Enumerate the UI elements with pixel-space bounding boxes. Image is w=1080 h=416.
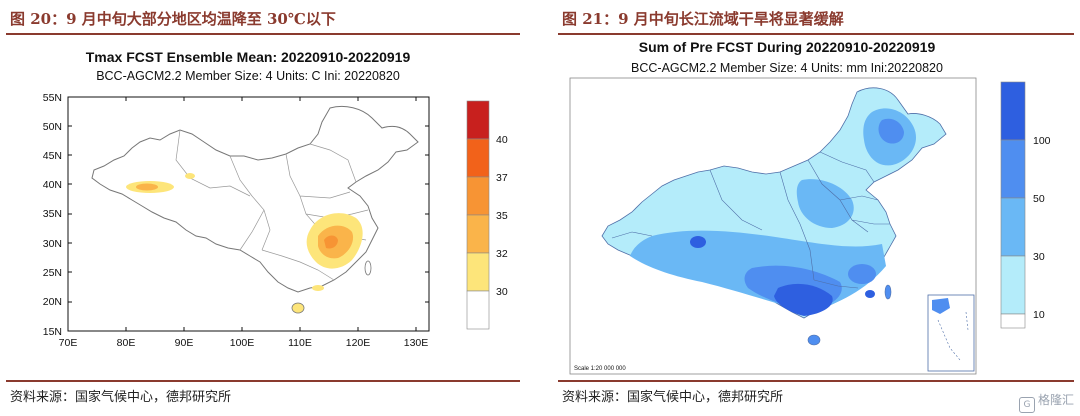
legend-label-32: 32 <box>496 248 508 260</box>
temperature-fill-west <box>126 173 195 193</box>
legend-label-30: 30 <box>496 286 508 298</box>
legend-label-50: 50 <box>1033 193 1045 205</box>
china-outline <box>91 105 419 293</box>
precipitation-fill-100mm <box>690 236 875 316</box>
svg-text:35N: 35N <box>43 208 62 220</box>
hainan-island <box>291 302 305 314</box>
svg-text:110E: 110E <box>288 337 312 349</box>
precipitation-map-subtitle: BCC-AGCM2.2 Member Size: 4 Units: mm Ini… <box>631 61 943 75</box>
temperature-map: Tmax FCST Ensemble Mean: 20220910-202209… <box>43 49 508 349</box>
legend-label-100: 100 <box>1033 135 1051 147</box>
taiwan-island <box>364 260 372 276</box>
svg-text:80E: 80E <box>117 337 136 349</box>
legend-label-37: 37 <box>496 172 508 184</box>
left-source: 资料来源：国家气候中心，德邦研究所 <box>10 390 232 405</box>
temperature-map-frame <box>67 96 430 332</box>
temperature-legend: 40 37 35 32 30 <box>466 100 508 330</box>
scale-text: Scale 1:20 000 000 <box>574 366 626 372</box>
left-title-rule <box>6 33 520 35</box>
legend-label-35: 35 <box>496 210 508 222</box>
precipitation-legend: 100 50 30 10 <box>1000 81 1051 329</box>
svg-text:130E: 130E <box>404 337 429 349</box>
watermark: G 格隆汇 <box>1018 391 1074 413</box>
svg-text:20N: 20N <box>43 296 62 308</box>
right-figure-title: 图 21：9 月中旬长江流域干旱将显著缓解 <box>562 10 844 28</box>
left-figure-title: 图 20：9 月中旬大部分地区均温降至 30℃以下 <box>10 10 336 28</box>
temperature-map-title: Tmax FCST Ensemble Mean: 20220910-202209… <box>86 49 411 65</box>
svg-text:25N: 25N <box>43 267 62 279</box>
taiwan-island-precip <box>884 284 892 300</box>
latitude-ticks: 55N 50N 45N 40N 35N 30N 25N 20N 15N <box>43 92 429 338</box>
south-china-sea-inset <box>927 294 975 372</box>
precipitation-map-title: Sum of Pre FCST During 20220910-20220919 <box>639 39 936 55</box>
right-figure-panel: 图 21：9 月中旬长江流域干旱将显著缓解 Sum of Pre FCST Du… <box>552 0 1080 416</box>
legend-label-40: 40 <box>496 134 508 146</box>
svg-text:90E: 90E <box>175 337 194 349</box>
hainan-island-precip <box>807 334 821 346</box>
left-figure-panel: 图 20：9 月中旬大部分地区均温降至 30℃以下 Tmax FCST Ense… <box>0 0 526 416</box>
right-source-rule <box>558 380 1074 382</box>
precipitation-map: Sum of Pre FCST During 20220910-20220919… <box>569 39 1051 375</box>
temperature-fill-yangtze <box>306 213 363 291</box>
svg-text:100E: 100E <box>230 337 255 349</box>
temperature-map-subtitle: BCC-AGCM2.2 Member Size: 4 Units: C Ini:… <box>96 69 400 83</box>
legend-label-30mm: 30 <box>1033 251 1045 263</box>
svg-text:45N: 45N <box>43 150 62 162</box>
svg-text:40N: 40N <box>43 179 62 191</box>
svg-text:30N: 30N <box>43 238 62 250</box>
watermark-logo-icon: G <box>1018 397 1035 413</box>
legend-label-10: 10 <box>1033 309 1045 321</box>
right-source: 资料来源：国家气候中心，德邦研究所 <box>562 390 784 405</box>
svg-text:15N: 15N <box>43 326 62 338</box>
precipitation-province-lines <box>611 151 890 289</box>
longitude-ticks: 70E 80E 90E 100E 110E 120E 130E <box>59 97 429 349</box>
svg-text:120E: 120E <box>346 337 371 349</box>
left-source-rule <box>6 380 520 382</box>
svg-text:55N: 55N <box>43 92 62 104</box>
svg-text:50N: 50N <box>43 121 62 133</box>
svg-text:70E: 70E <box>59 337 78 349</box>
right-title-rule <box>558 33 1074 35</box>
